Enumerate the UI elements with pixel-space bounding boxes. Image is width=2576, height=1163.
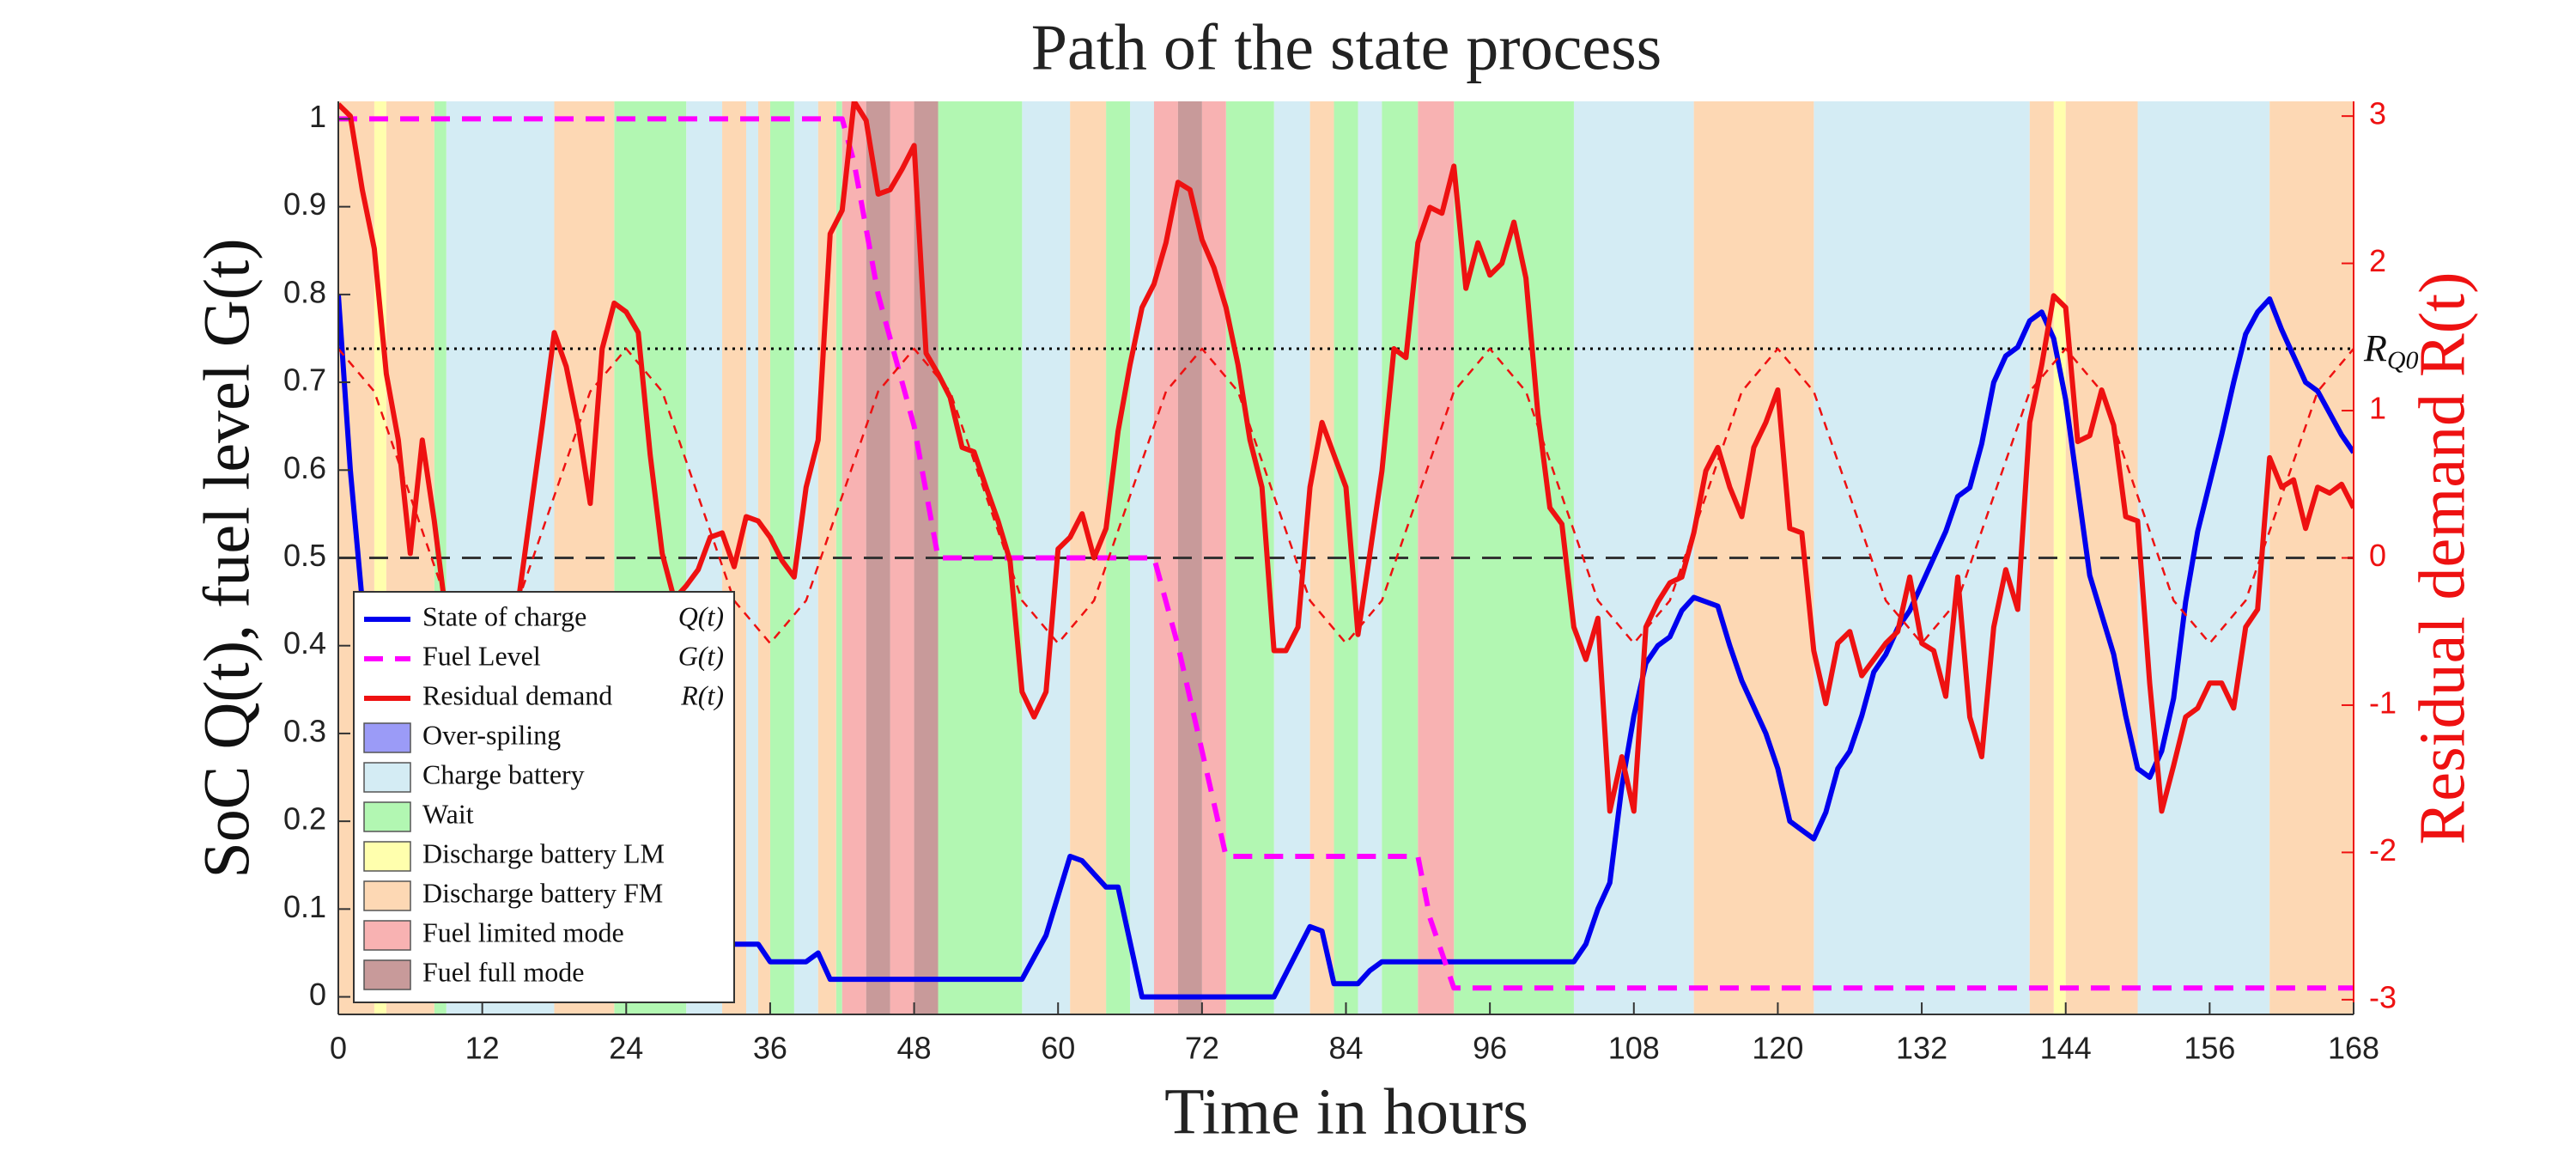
legend-label: Discharge battery LM bbox=[422, 837, 665, 868]
legend-label: Wait bbox=[422, 798, 474, 829]
legend-patch bbox=[363, 801, 411, 832]
legend-patch bbox=[363, 880, 411, 911]
y-tick-label: 1 bbox=[309, 99, 326, 134]
series-line bbox=[338, 116, 2354, 991]
legend-symbol: R(t) bbox=[680, 679, 724, 710]
legend-label: Fuel Level bbox=[422, 640, 541, 671]
y-tick-label: 0 bbox=[309, 977, 326, 1012]
x-tick-label: 0 bbox=[330, 1031, 347, 1066]
y-tick-label: 0.7 bbox=[283, 362, 326, 398]
mode-region bbox=[2053, 101, 2066, 1014]
legend-patch bbox=[363, 841, 411, 872]
x-tick-label: 96 bbox=[1473, 1031, 1507, 1066]
axes: 0 12 24 36 48 60 72 84 96 108 120 132 144 156 16800.10… bbox=[283, 96, 2397, 1066]
legend-label: Over-spiling bbox=[422, 719, 561, 750]
legend-symbol: Q(t) bbox=[678, 600, 724, 631]
y2-tick-label: -2 bbox=[2369, 832, 2397, 868]
y2-tick-label: 2 bbox=[2369, 243, 2386, 278]
mode-region bbox=[757, 101, 770, 1014]
x-axis-label: Time in hours bbox=[1164, 1075, 1528, 1148]
legend: Q(t) State of charge G(t) Fuel Level R(t) Res… bbox=[353, 591, 735, 1003]
legend-label: Charge battery bbox=[422, 758, 585, 789]
x-tick-label: 12 bbox=[465, 1031, 500, 1066]
x-tick-label: 108 bbox=[1608, 1031, 1660, 1066]
x-tick-label: 72 bbox=[1185, 1031, 1219, 1066]
reference-label-main: R bbox=[2363, 327, 2387, 369]
y2-axis-label: Residual demand R(t) bbox=[2406, 272, 2478, 845]
reference-label: RQ0 bbox=[2363, 327, 2419, 374]
x-tick-label: 132 bbox=[1896, 1031, 1947, 1066]
y-tick-label: 0.4 bbox=[283, 625, 326, 661]
legend-patch bbox=[363, 920, 411, 951]
legend-label: Discharge battery FM bbox=[422, 877, 663, 908]
y-tick-label: 0.6 bbox=[283, 450, 326, 485]
x-tick-label: 168 bbox=[2328, 1031, 2379, 1066]
y-tick-label: 0.9 bbox=[283, 186, 326, 222]
legend-label: State of charge bbox=[422, 600, 586, 631]
y2-tick-label: 1 bbox=[2369, 391, 2386, 426]
legend-patch bbox=[363, 959, 411, 990]
legend-label: Fuel limited mode bbox=[422, 916, 624, 947]
y-tick-label: 0.1 bbox=[283, 889, 326, 924]
x-tick-label: 156 bbox=[2184, 1031, 2235, 1066]
legend-patch bbox=[363, 762, 411, 793]
x-tick-label: 120 bbox=[1752, 1031, 1803, 1066]
chart-title: Path of the state process bbox=[1031, 11, 1662, 83]
legend-patch bbox=[363, 722, 411, 753]
y2-tick-label: -1 bbox=[2369, 685, 2397, 720]
legend-label: Residual demand bbox=[422, 679, 612, 710]
reference-label-sub: Q0 bbox=[2387, 346, 2419, 374]
y2-tick-label: 3 bbox=[2369, 96, 2386, 131]
y-tick-label: 0.3 bbox=[283, 713, 326, 748]
y2-tick-label: 0 bbox=[2369, 538, 2386, 573]
y-tick-label: 0.5 bbox=[283, 538, 326, 573]
series-line bbox=[338, 347, 2354, 645]
x-tick-label: 48 bbox=[897, 1031, 932, 1066]
legend-label: Fuel full mode bbox=[422, 956, 584, 987]
y2-tick-label: -3 bbox=[2369, 979, 2397, 1014]
x-tick-label: 60 bbox=[1041, 1031, 1075, 1066]
mode-region bbox=[2269, 101, 2354, 1014]
y-tick-label: 0.2 bbox=[283, 801, 326, 837]
x-tick-label: 144 bbox=[2040, 1031, 2092, 1066]
y-tick-label: 0.8 bbox=[283, 274, 326, 309]
legend-symbol: G(t) bbox=[678, 640, 724, 671]
x-tick-label: 84 bbox=[1328, 1031, 1363, 1066]
x-tick-label: 36 bbox=[753, 1031, 787, 1066]
legend-box bbox=[353, 591, 735, 1003]
x-tick-label: 24 bbox=[609, 1031, 643, 1066]
y-axis-label: SoC Q(t), fuel level G(t) bbox=[191, 238, 263, 878]
